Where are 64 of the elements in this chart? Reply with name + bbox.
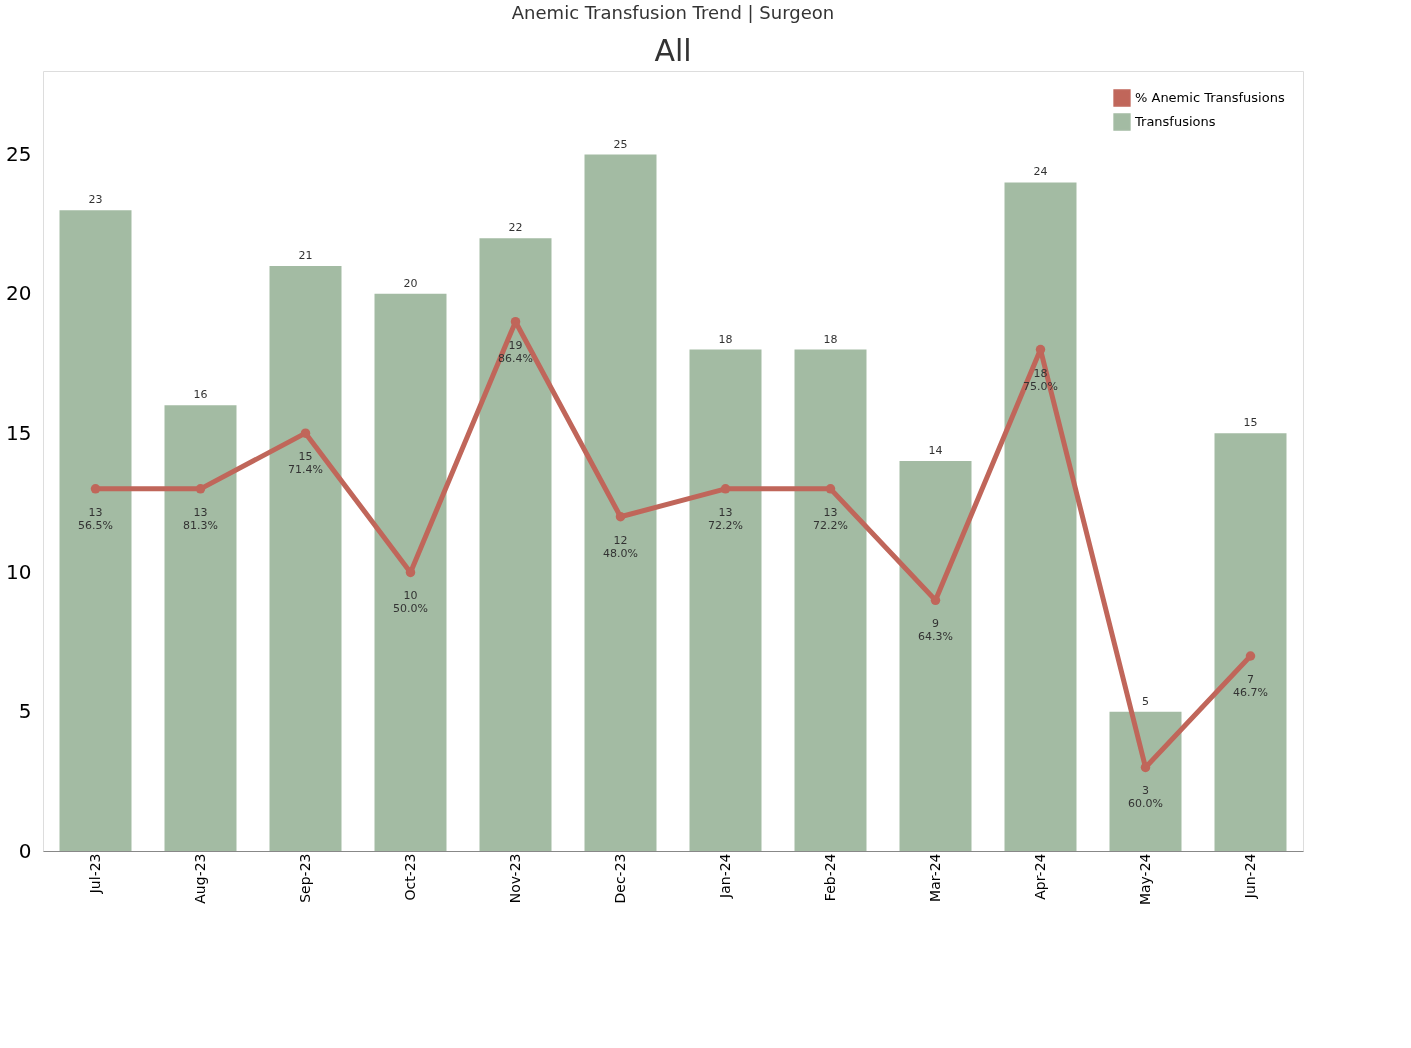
x-tick-label: Jun-24	[1241, 853, 1258, 900]
x-tick-label: May-24	[1136, 853, 1153, 906]
point	[195, 484, 206, 494]
x-tick-label: Apr-24	[1031, 853, 1048, 900]
data-label: 5	[1142, 694, 1149, 708]
x-tick-label: Jan-24	[716, 853, 733, 899]
data-label: 25	[613, 137, 628, 151]
bar	[794, 349, 867, 851]
x-tick-label: Nov-23	[506, 853, 523, 904]
bar	[164, 405, 237, 851]
x-tick-label: Feb-24	[821, 853, 838, 902]
chart-subtitle: All	[654, 33, 692, 68]
y-tick-label: 20	[6, 281, 32, 306]
data-label: 13 56.5%	[78, 505, 113, 532]
x-tick-label: Mar-24	[926, 853, 943, 902]
data-label: 22	[508, 221, 523, 235]
point	[615, 511, 626, 522]
data-label: 12 48.0%	[603, 533, 638, 560]
bar	[1004, 182, 1077, 851]
data-label: 7 46.7%	[1233, 673, 1268, 699]
data-label: 15	[1243, 416, 1258, 430]
point	[720, 484, 731, 494]
data-label: 10 50.0%	[393, 589, 428, 616]
point	[300, 428, 311, 438]
x-tick-label: Oct-23	[401, 853, 418, 901]
bar	[1109, 711, 1182, 851]
bar	[59, 210, 132, 851]
y-tick-label: 10	[6, 559, 32, 584]
bar	[479, 238, 552, 851]
legend-label: Transfusions	[1134, 114, 1216, 129]
bar	[1214, 433, 1287, 851]
y-tick-label: 25	[6, 142, 32, 167]
bar	[899, 461, 972, 851]
x-tick-label: Jul-23	[86, 853, 103, 895]
data-label: 13 72.2%	[708, 505, 743, 532]
data-label: 9 64.3%	[918, 617, 953, 644]
data-label: 13 81.3%	[183, 505, 218, 532]
data-label: 16	[193, 388, 208, 402]
bar	[269, 266, 342, 851]
data-label: 21	[298, 249, 313, 262]
bar	[689, 349, 762, 851]
x-tick-label: Dec-23	[611, 853, 628, 904]
point	[1245, 651, 1256, 661]
y-tick-label: 0	[18, 838, 32, 863]
data-label: 23	[88, 193, 103, 207]
y-tick-label: 5	[18, 699, 32, 724]
data-label: 24	[1033, 165, 1048, 179]
data-label: 14	[928, 444, 943, 457]
data-label: 18	[718, 332, 733, 346]
data-label: 20	[403, 276, 418, 290]
y-tick-label: 15	[6, 420, 32, 445]
point	[90, 484, 101, 494]
point	[825, 484, 836, 494]
chart-title: Anemic Transfusion Trend | Surgeon	[511, 2, 835, 23]
x-tick-label: Aug-23	[191, 853, 208, 904]
data-label: 15 71.4%	[288, 450, 323, 477]
bar	[374, 293, 447, 851]
bar	[584, 154, 657, 851]
x-tick-label: Sep-23	[296, 853, 313, 903]
point	[930, 595, 941, 606]
data-label: 18	[823, 332, 838, 346]
legend-label: % Anemic Transfusions	[1135, 90, 1285, 105]
data-label: 3 60.0%	[1128, 784, 1163, 811]
data-label: 13 72.2%	[813, 505, 848, 532]
